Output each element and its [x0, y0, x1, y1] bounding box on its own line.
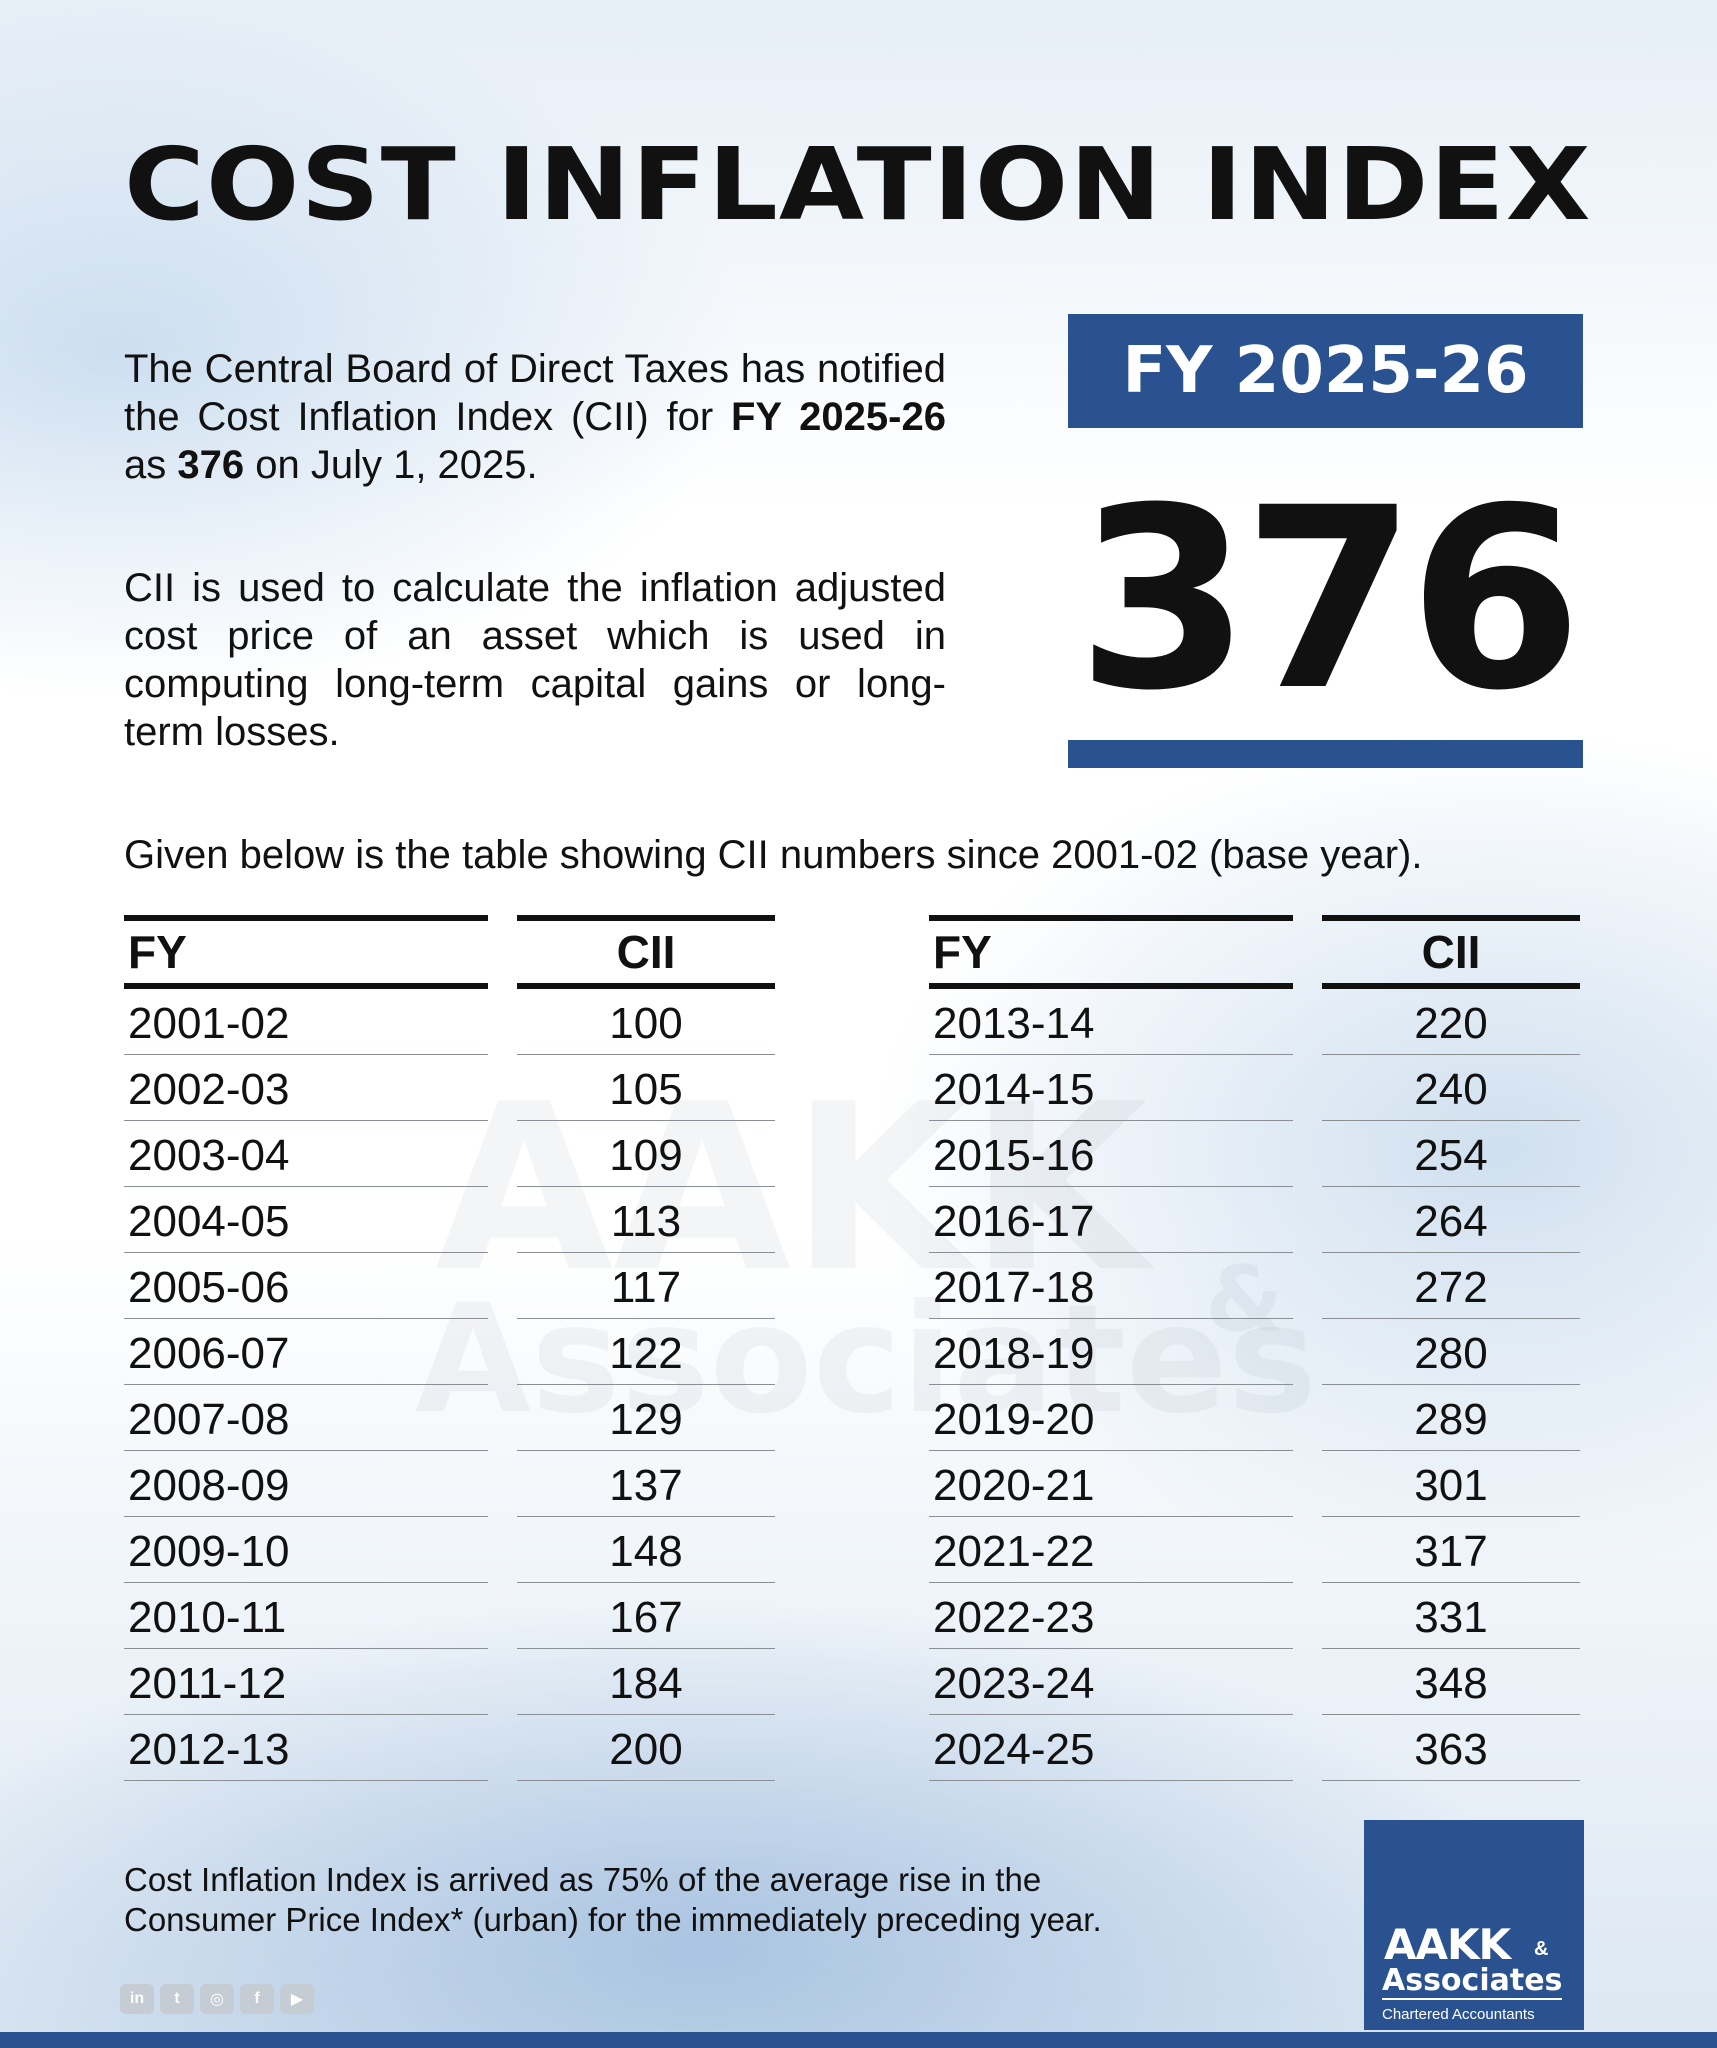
table-cell-fy: 2022-23 — [929, 1583, 1293, 1649]
table-cell-cii: 254 — [1322, 1121, 1580, 1187]
logo-ampersand: & — [1534, 1938, 1549, 1960]
table-cell-cii: 280 — [1322, 1319, 1580, 1385]
table-cell-cii: 363 — [1322, 1715, 1580, 1781]
description-paragraph-2: CII is used to calculate the inflation a… — [124, 566, 946, 754]
table-cell-fy: 2001-02 — [124, 989, 488, 1055]
description-paragraph-1: The Central Board of Direct Taxes has no… — [124, 345, 946, 489]
table-cell-cii: 240 — [1322, 1055, 1580, 1121]
table-cell-fy: 2008-09 — [124, 1451, 488, 1517]
accent-bar — [1068, 740, 1583, 768]
column-header-cii: CII — [1322, 915, 1580, 989]
table-cell-cii: 100 — [517, 989, 775, 1055]
column-header-fy: FY — [929, 915, 1293, 989]
description-p1-prefix: The Central Board of Direct Taxes has no… — [124, 347, 946, 439]
table-cell-fy: 2011-12 — [124, 1649, 488, 1715]
description-p1-fy: FY 2025-26 — [731, 395, 946, 439]
facebook-icon[interactable]: f — [240, 1984, 274, 2014]
table-cell-fy: 2017-18 — [929, 1253, 1293, 1319]
table-cell-cii: 117 — [517, 1253, 775, 1319]
column-header-fy: FY — [124, 915, 488, 989]
table-cell-cii: 148 — [517, 1517, 775, 1583]
left-fy-column: FY 2001-02 2002-03 2003-04 2004-05 2005-… — [124, 915, 488, 1781]
description-p1-suffix: on July 1, 2025. — [244, 443, 538, 487]
table-cell-fy: 2018-19 — [929, 1319, 1293, 1385]
social-links: in t ◎ f ▶ — [120, 1984, 314, 2014]
column-header-cii: CII — [517, 915, 775, 989]
table-cell-fy: 2002-03 — [124, 1055, 488, 1121]
table-cell-cii: 113 — [517, 1187, 775, 1253]
table-cell-cii: 289 — [1322, 1385, 1580, 1451]
table-cell-cii: 184 — [517, 1649, 775, 1715]
footnote-line-1: Cost Inflation Index is arrived as 75% o… — [124, 1861, 1042, 1898]
table-cell-fy: 2020-21 — [929, 1451, 1293, 1517]
footnote-line-2: Consumer Price Index* (urban) for the im… — [124, 1901, 1102, 1938]
table-cell-fy: 2019-20 — [929, 1385, 1293, 1451]
table-cell-fy: 2007-08 — [124, 1385, 488, 1451]
table-cell-fy: 2005-06 — [124, 1253, 488, 1319]
logo-tagline: Chartered Accountants — [1382, 2006, 1535, 2023]
right-fy-column: FY 2013-14 2014-15 2015-16 2016-17 2017-… — [929, 915, 1293, 1781]
description-p1-mid: as — [124, 443, 178, 487]
table-cell-cii: 109 — [517, 1121, 775, 1187]
footnote: Cost Inflation Index is arrived as 75% o… — [124, 1860, 1102, 1940]
table-cell-fy: 2012-13 — [124, 1715, 488, 1781]
table-cell-cii: 167 — [517, 1583, 775, 1649]
table-cell-cii: 272 — [1322, 1253, 1580, 1319]
table-cell-cii: 348 — [1322, 1649, 1580, 1715]
table-cell-fy: 2021-22 — [929, 1517, 1293, 1583]
table-cell-cii: 264 — [1322, 1187, 1580, 1253]
table-cell-fy: 2013-14 — [929, 989, 1293, 1055]
right-cii-column: CII 220 240 254 264 272 280 289 301 317 … — [1322, 915, 1580, 1781]
table-cell-cii: 317 — [1322, 1517, 1580, 1583]
table-cell-cii: 122 — [517, 1319, 775, 1385]
instagram-icon[interactable]: ◎ — [200, 1984, 234, 2014]
table-cell-fy: 2009-10 — [124, 1517, 488, 1583]
table-cell-fy: 2024-25 — [929, 1715, 1293, 1781]
table-cell-cii: 137 — [517, 1451, 775, 1517]
youtube-icon[interactable]: ▶ — [280, 1984, 314, 2014]
table-cell-cii: 331 — [1322, 1583, 1580, 1649]
left-cii-column: CII 100 105 109 113 117 122 129 137 148 … — [517, 915, 775, 1781]
table-cell-fy: 2004-05 — [124, 1187, 488, 1253]
table-cell-cii: 129 — [517, 1385, 775, 1451]
table-cell-fy: 2016-17 — [929, 1187, 1293, 1253]
table-cell-fy: 2015-16 — [929, 1121, 1293, 1187]
current-cii-value: 376 — [1076, 454, 1583, 745]
table-cell-cii: 105 — [517, 1055, 775, 1121]
table-cell-fy: 2003-04 — [124, 1121, 488, 1187]
twitter-icon[interactable]: t — [160, 1984, 194, 2014]
logo-line-1: AAKK — [1384, 1920, 1511, 1969]
logo-line-2: Associates — [1382, 1963, 1563, 2000]
brand-logo: AAKK & Associates Chartered Accountants — [1364, 1820, 1584, 2030]
table-cell-fy: 2023-24 — [929, 1649, 1293, 1715]
bottom-strip — [0, 2032, 1717, 2048]
linkedin-icon[interactable]: in — [120, 1984, 154, 2014]
table-cell-cii: 200 — [517, 1715, 775, 1781]
table-cell-cii: 301 — [1322, 1451, 1580, 1517]
table-cell-fy: 2006-07 — [124, 1319, 488, 1385]
description-p1-value: 376 — [177, 443, 245, 487]
fy-banner: FY 2025-26 — [1068, 314, 1583, 428]
page-title: COST INFLATION INDEX — [124, 126, 1592, 243]
table-cell-cii: 220 — [1322, 989, 1580, 1055]
table-cell-fy: 2014-15 — [929, 1055, 1293, 1121]
table-intro: Given below is the table showing CII num… — [124, 833, 1423, 877]
table-cell-fy: 2010-11 — [124, 1583, 488, 1649]
